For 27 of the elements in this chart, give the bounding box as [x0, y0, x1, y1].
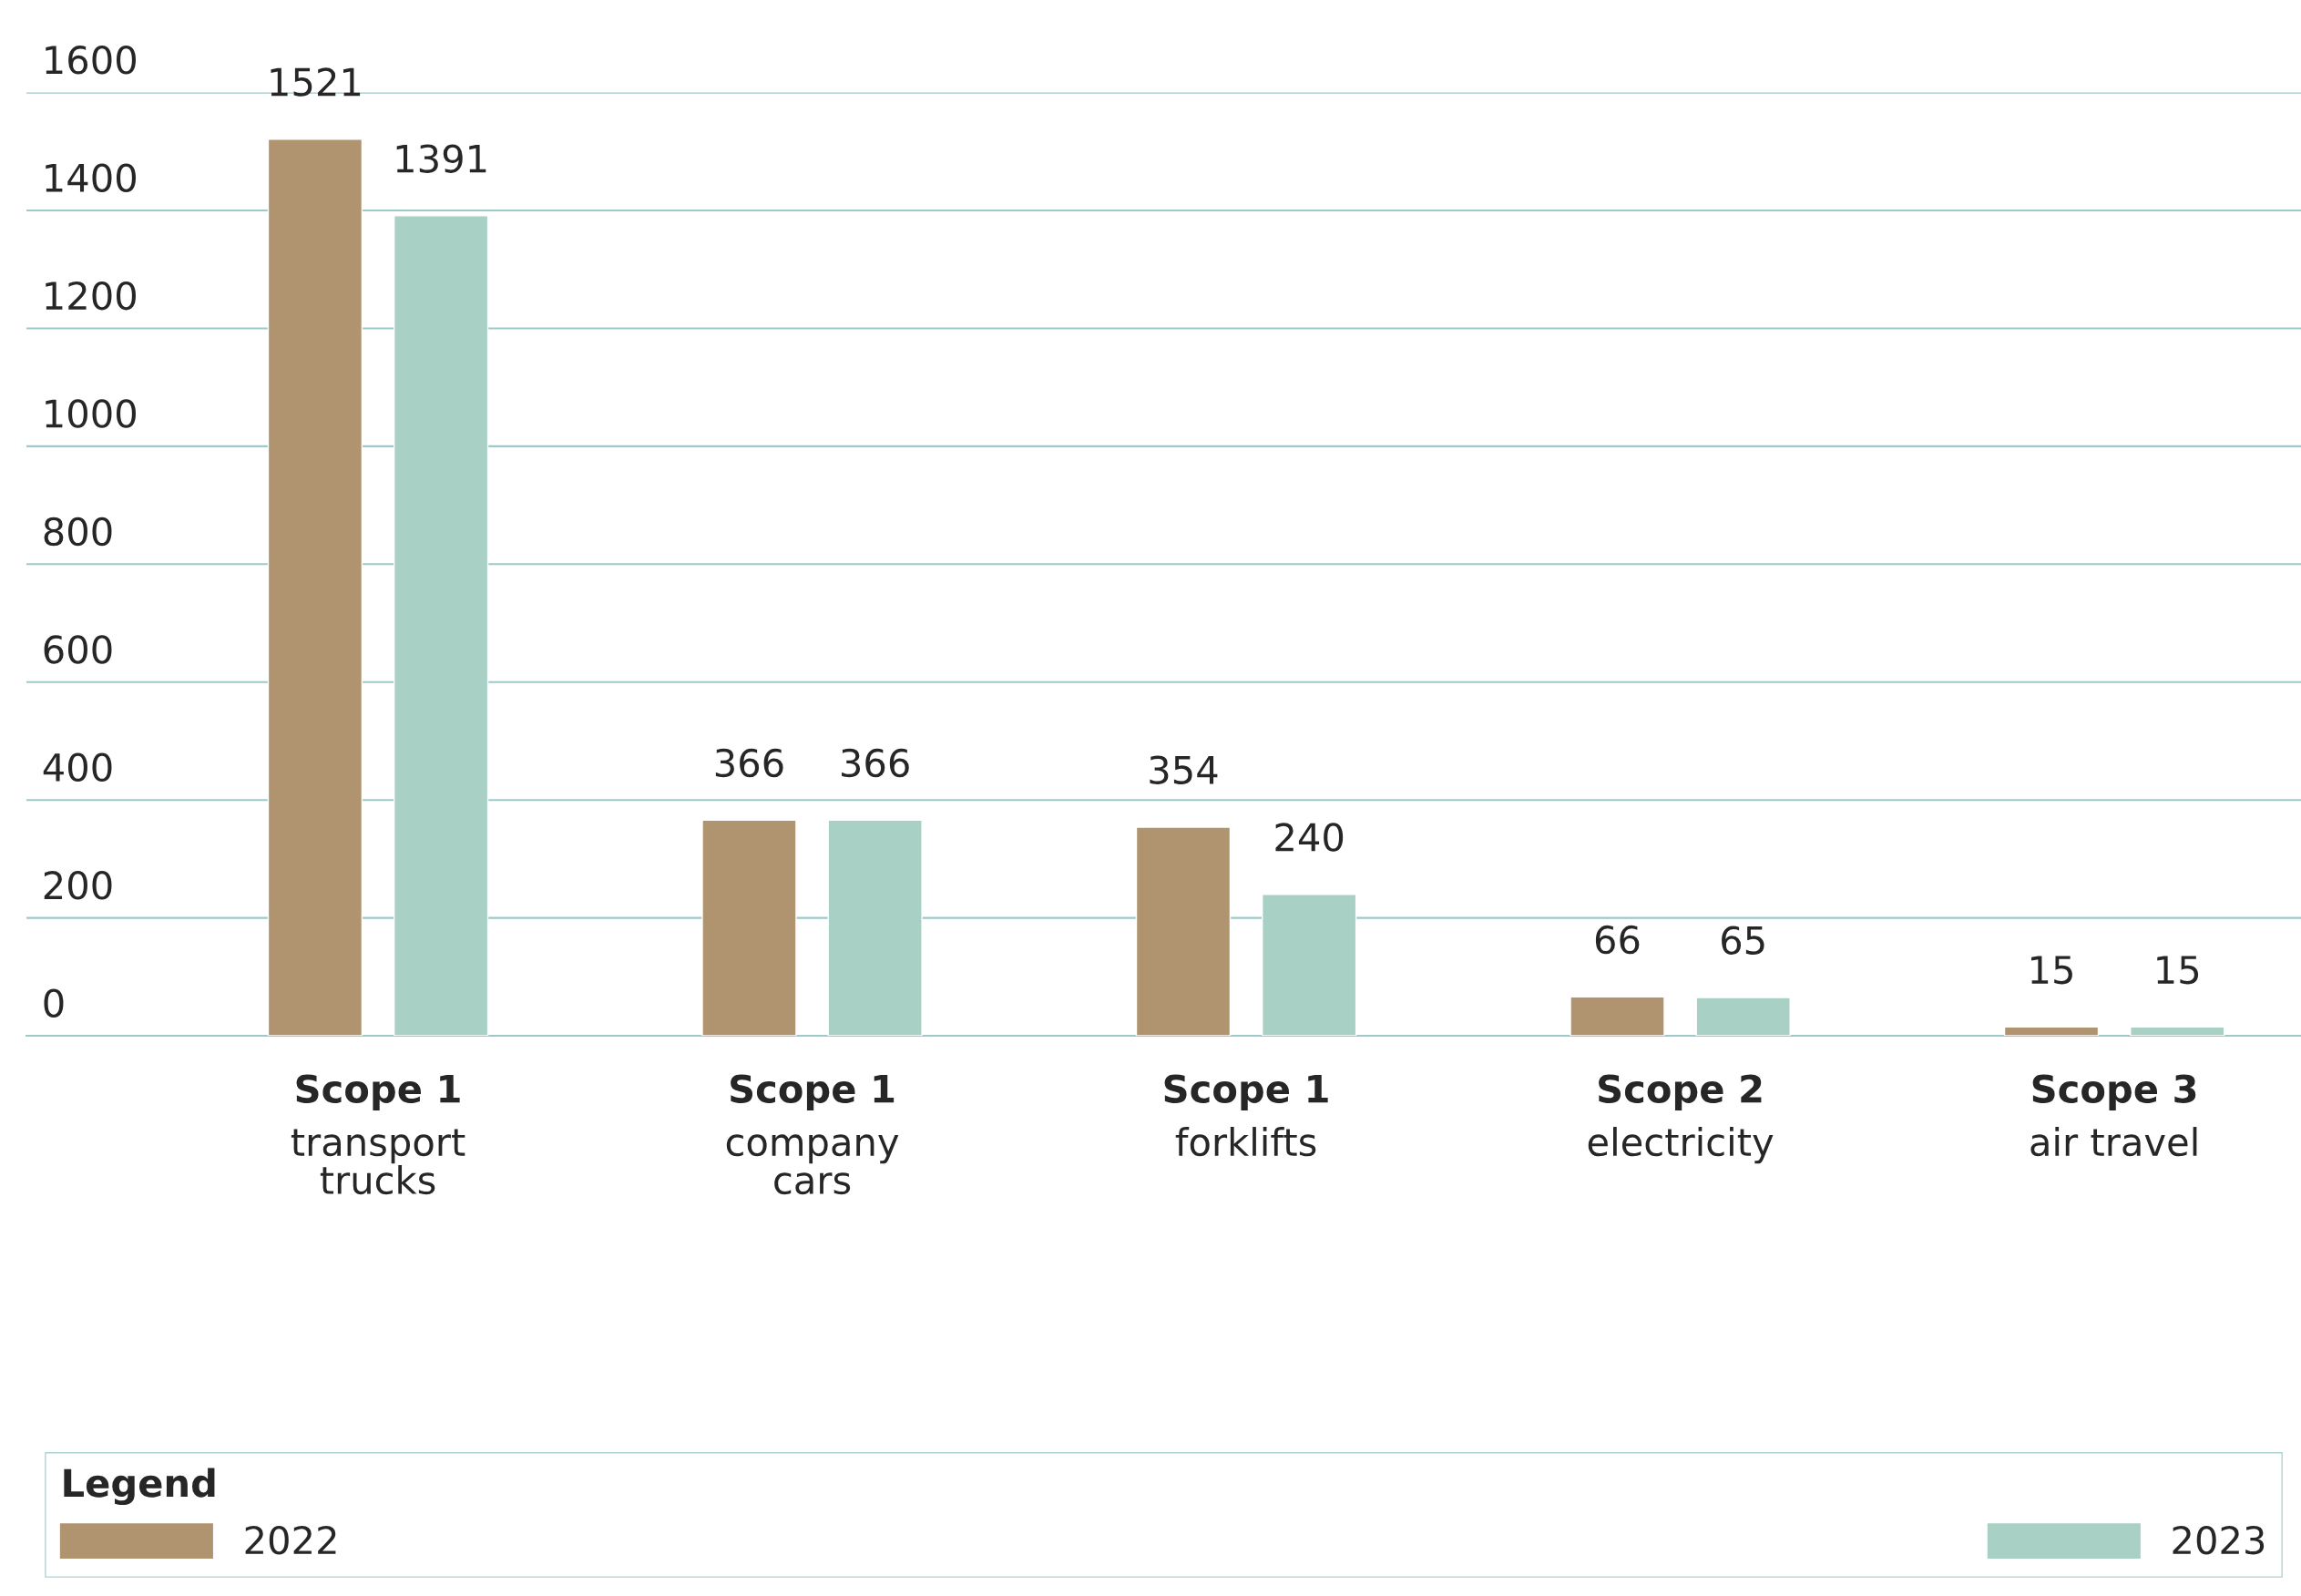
data-label: 15	[2157, 956, 2199, 985]
y-tick-label: 0	[44, 988, 64, 1018]
y-tick-label: 600	[44, 635, 112, 664]
y-tick-label: 200	[44, 871, 112, 900]
data-label: 1391	[396, 144, 486, 173]
x-tick-label: Scope 1 company cars	[726, 1074, 899, 1195]
x-tick-label: Scope 1 transport trucks	[291, 1074, 465, 1195]
data-label: 66	[1595, 925, 1640, 955]
y-tick-label: 1400	[46, 163, 136, 192]
data-label: 354	[1150, 755, 1218, 784]
x-tick-label: Scope 1 forklifts	[1164, 1074, 1328, 1157]
y-tick-label: 1600	[46, 46, 136, 75]
y-tick-label: 1200	[46, 281, 136, 311]
data-label: 366	[842, 748, 909, 778]
y-tick-label: 400	[43, 752, 112, 783]
y-tick-label: 800	[44, 517, 112, 547]
data-label: 15	[2031, 956, 2072, 985]
data-label: 1521	[271, 67, 361, 97]
y-tick-label: 1000	[46, 399, 136, 428]
legend-label: 2023	[2173, 1525, 2265, 1555]
data-label: 65	[1722, 926, 1764, 956]
legend-label: 2022	[245, 1525, 336, 1555]
x-tick-label: Scope 3 air travel	[2030, 1074, 2197, 1157]
data-label: 240	[1275, 823, 1344, 852]
data-label: 366	[715, 748, 783, 778]
x-tick-label: Scope 2 electricity	[1588, 1074, 1774, 1164]
legend-title: Legend	[64, 1468, 215, 1506]
